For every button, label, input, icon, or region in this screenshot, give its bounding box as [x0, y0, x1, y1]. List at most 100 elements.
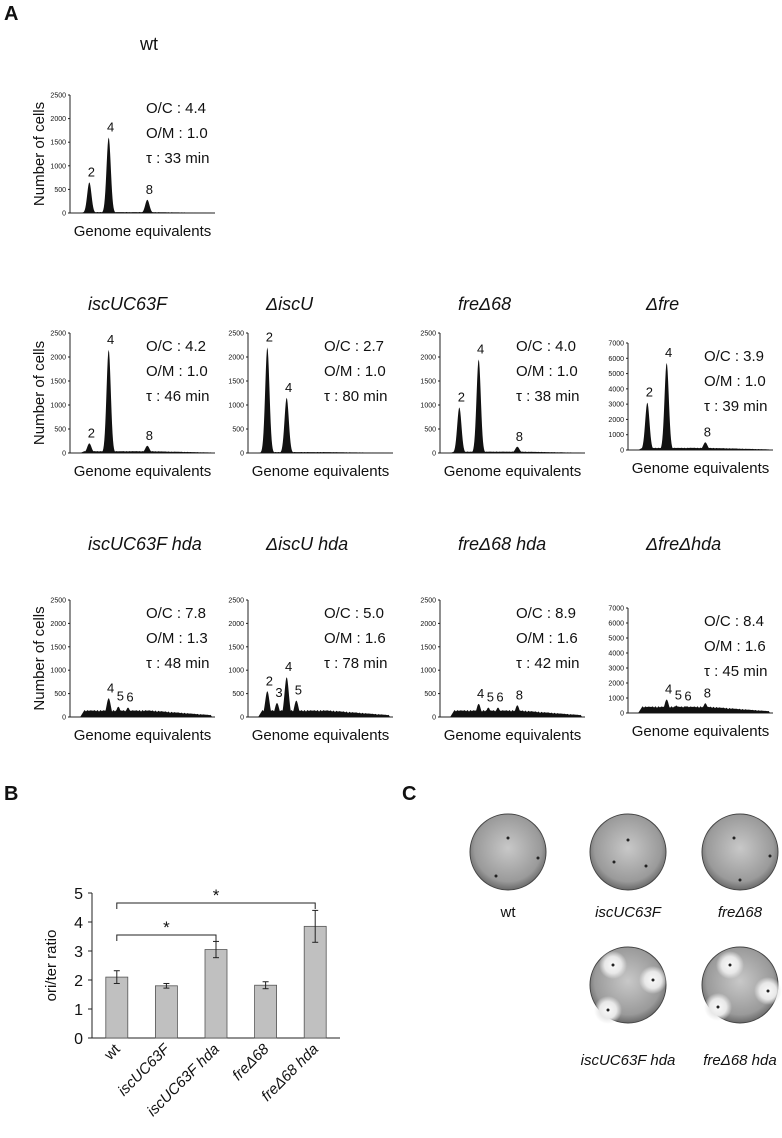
y-axis-label: ori/ter ratio: [43, 930, 60, 1002]
y-tick-label: 2500: [50, 598, 66, 605]
y-tick-label: 0: [62, 211, 66, 218]
colony: [728, 963, 732, 967]
annotation: O/C : 4.2: [146, 338, 206, 355]
y-tick-label: 1500: [50, 379, 66, 386]
peak-label: 8: [704, 424, 711, 439]
bar: [204, 949, 228, 1039]
panel-title: wt: [139, 34, 158, 54]
y-tick-label: 500: [54, 187, 66, 194]
y-tick-label: 7000: [608, 341, 624, 348]
y-axis-label: Number of cells: [31, 341, 48, 445]
y-tick-label: 0: [240, 451, 244, 458]
panel-title: freΔ68: [458, 294, 511, 314]
plate-image: [469, 813, 547, 891]
plate-image: [701, 813, 779, 891]
peak: [258, 691, 277, 717]
x-axis-label: Genome equivalents: [252, 463, 390, 480]
y-tick-label: 500: [54, 691, 66, 698]
annotation: O/M : 1.6: [704, 638, 766, 655]
peak-label: 5: [675, 688, 682, 703]
peak-label: 4: [285, 380, 292, 395]
peak: [119, 707, 137, 717]
x-tick-label: freΔ68: [229, 1040, 273, 1084]
peak-label: 8: [146, 182, 153, 197]
peak: [667, 705, 686, 713]
y-tick-label: 0: [62, 451, 66, 458]
y-tick-label: 1000: [228, 668, 244, 675]
y-tick-label: 2000: [228, 355, 244, 362]
colony: [626, 838, 630, 842]
plate-label: iscUC63F hda: [581, 1052, 676, 1069]
peak: [99, 698, 118, 717]
peak: [80, 443, 99, 453]
peak-label: 2: [88, 425, 95, 440]
x-axis-label: Genome equivalents: [632, 723, 770, 740]
colony: [611, 963, 615, 967]
bar: [105, 976, 129, 1039]
peak: [479, 707, 498, 717]
annotation: O/M : 1.0: [704, 373, 766, 390]
annotation: τ : 46 min: [146, 388, 209, 405]
y-tick-label: 1000: [50, 403, 66, 410]
plate-label: iscUC63F: [595, 904, 662, 921]
plate-label: freΔ68 hda: [703, 1052, 776, 1069]
annotation: τ : 45 min: [704, 663, 767, 680]
peak: [138, 445, 157, 453]
annotation: O/M : 1.6: [516, 630, 578, 647]
x-axis-label: Genome equivalents: [444, 463, 582, 480]
colony: [494, 874, 498, 878]
peak: [657, 362, 676, 450]
peak: [109, 706, 128, 717]
y-tick-label: 1500: [228, 379, 244, 386]
y-tick-label: 3000: [608, 666, 624, 673]
peak: [508, 705, 527, 717]
annotation: O/C : 8.4: [704, 613, 764, 630]
annotation: O/M : 1.6: [324, 630, 386, 647]
colony: [768, 854, 772, 858]
peak-label: 5: [487, 690, 494, 705]
panel-title: ΔiscU hda: [265, 534, 348, 554]
y-tick-label: 500: [54, 427, 66, 434]
peak: [469, 359, 488, 453]
y-tick-label: 0: [240, 715, 244, 722]
annotation: O/C : 7.8: [146, 605, 206, 622]
y-tick-label: 2500: [228, 598, 244, 605]
panel-label: A: [4, 3, 18, 25]
y-tick-label: 2500: [50, 93, 66, 100]
peak-label: 5: [295, 683, 302, 698]
bar: [303, 925, 327, 1039]
y-tick-label: 1000: [608, 696, 624, 703]
plate-image: [589, 813, 667, 891]
x-axis-label: Genome equivalents: [444, 727, 582, 744]
peak-label: 8: [704, 685, 711, 700]
y-tick-label: 1500: [228, 644, 244, 651]
y-tick-label: 1000: [50, 668, 66, 675]
y-tick-label: 2: [74, 973, 83, 990]
y-tick-label: 5000: [608, 371, 624, 378]
panel-title: iscUC63F: [88, 294, 168, 314]
y-tick-label: 5: [74, 886, 83, 903]
peak: [489, 707, 507, 717]
significance-bracket: [116, 902, 316, 909]
peak: [508, 446, 527, 453]
significance-bracket: [116, 934, 217, 941]
peak-label: 4: [477, 686, 484, 701]
annotation: O/C : 8.9: [516, 605, 576, 622]
panel-title: Δfre: [645, 294, 679, 314]
panel-label: C: [402, 783, 416, 805]
y-tick-label: 1500: [420, 379, 436, 386]
y-tick-label: 2000: [50, 621, 66, 628]
y-tick-label: 7000: [608, 606, 624, 613]
colony: [536, 856, 540, 860]
y-tick-label: 0: [432, 451, 436, 458]
annotation: O/M : 1.0: [324, 363, 386, 380]
y-tick-label: 2000: [420, 621, 436, 628]
bar: [254, 984, 278, 1039]
y-tick-label: 1500: [50, 140, 66, 147]
peak: [657, 699, 676, 713]
panel-title: ΔfreΔhda: [645, 534, 721, 554]
y-tick-label: 1000: [420, 403, 436, 410]
annotation: O/C : 2.7: [324, 338, 384, 355]
annotation: O/M : 1.0: [516, 363, 578, 380]
y-tick-label: 1000: [420, 668, 436, 675]
